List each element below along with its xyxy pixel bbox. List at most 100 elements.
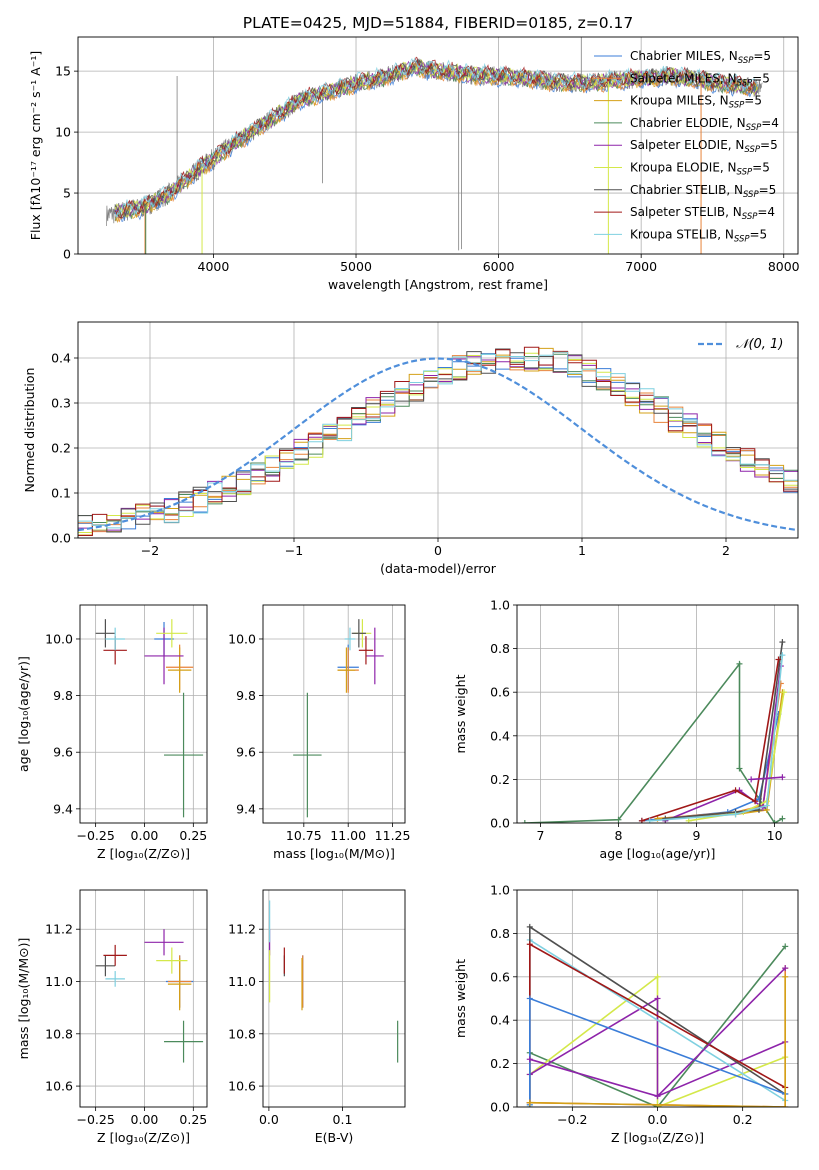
residual-histogram-panel: −2 −1 0 1 2 0.0 0.1 0.2 0.3 0.4 (data-model)/error… [22,321,799,576]
y-tick-label: 11.0 [45,974,73,989]
figure-title: PLATE=0425, MJD=51884, FIBERID=0185, z=0… [243,14,633,32]
legend-entry-label: Salpeter MILES, NSSP=5 [630,71,770,88]
x-tick-label: 0.00 [131,1112,159,1127]
y-tick-label: 10.6 [45,1079,73,1094]
legend-subscript: SSP [729,101,745,111]
x-tick-label: 7000 [625,259,657,274]
y-tick-label: 10.0 [45,631,73,646]
model-spectrum-line [114,57,758,218]
plot-frame [77,36,799,255]
z-age-panel: −0.25 0.00 0.25 9.4 9.6 9.8 10.0 Z [log₁₀(Z/Z⊙)… [16,604,208,861]
plot-frame [77,321,799,539]
y-axis-label: mass [log₁₀(M/M⊙)] [16,938,31,1060]
weight-line [529,976,787,1107]
y-tick-label: 0.3 [51,396,71,411]
plot-frame [79,604,208,824]
x-tick-label: 8000 [768,259,800,274]
spectrum-lines [106,37,763,254]
x-axis-label: Z [log₁₀(Z/Z⊙)] [97,846,190,861]
plot-frame [262,889,406,1108]
residual-histogram-step [78,351,798,538]
x-tick-label: 2 [722,543,730,558]
legend-suffix: =5 [752,161,770,175]
weight-series [526,923,789,1107]
y-tick-label: 0.4 [51,351,71,366]
x-tick-label: 10 [767,828,783,843]
histogram-legend: 𝒩(0, 1) [698,337,783,352]
x-axis-label: mass [log₁₀(M/M⊙)] [273,846,395,861]
weight-line [641,659,780,822]
y-tick-label: 0.0 [490,1100,510,1115]
y-tick-label: 0.2 [51,441,71,456]
x-tick-label: −1 [285,543,303,558]
y-tick-label: 5 [63,186,71,201]
grid-lines [263,605,405,823]
y-tick-label: 0.0 [490,816,510,831]
legend-suffix: =5 [760,138,778,152]
legend-entry-label: Kroupa MILES, NSSP=5 [630,94,762,111]
error-bars [293,619,384,818]
legend-subscript: SSP [737,78,753,88]
y-tick-label: 0.2 [490,1056,510,1071]
y-tick-label: 10 [55,125,71,140]
legend-subscript: SSP [746,123,762,133]
age-weight-panel: 7 8 9 10 0.0 0.2 0.4 0.6 0.8 1.0 age [log₁₀(age/yr… [453,598,799,861]
model-spectrum-line [114,62,758,221]
x-tick-label: 11.25 [375,828,411,843]
y-tick-label: 10.6 [228,1079,256,1094]
x-tick-label: 0 [434,543,442,558]
x-tick-label: 0.2 [733,1112,753,1127]
y-tick-label: 9.8 [53,688,73,703]
legend-entry-label: Chabrier ELODIE, NSSP=4 [630,116,779,133]
legend-subscript: SSP [742,212,758,222]
y-axis-label: mass weight [453,959,468,1038]
x-axis-label: (data-model)/error [380,561,497,576]
y-tick-label: 0.2 [490,772,510,787]
grid-lines [517,604,798,824]
x-axis-label: wavelength [Angstrom, rest frame] [328,277,548,292]
x-tick-label: 9 [693,828,701,843]
legend-suffix: =5 [752,71,770,85]
plot-frame [516,889,799,1108]
x-tick-label: 7 [536,828,544,843]
legend-subscript: SSP [743,190,759,200]
legend-entry-label: Kroupa STELIB, NSSP=5 [630,227,767,244]
plot-frame [79,889,208,1108]
x-tick-label: 0.1 [333,1112,353,1127]
x-tick-label: 11.00 [330,828,366,843]
x-tick-label: 0.0 [259,1112,279,1127]
y-tick-label: 9.4 [53,801,73,816]
y-tick-label: 9.4 [236,801,256,816]
y-tick-label: 10.0 [228,631,256,646]
histogram-steps [78,346,798,538]
y-tick-label: 0.8 [490,641,510,656]
legend-subscript: SSP [737,168,753,178]
x-tick-label: −2 [141,543,159,558]
x-tick-label: 6000 [483,259,515,274]
y-tick-label: 1.0 [490,598,510,613]
x-tick-label: 5000 [340,259,372,274]
y-tick-label: 11.0 [228,974,256,989]
legend-suffix: =5 [753,49,771,63]
x-tick-label: 10.75 [286,828,322,843]
legend-entry-label: Salpeter ELODIE, NSSP=5 [630,138,778,155]
legend-subscript: SSP [738,56,754,66]
legend-entry-label: Chabrier STELIB, NSSP=5 [630,183,776,200]
x-tick-label: 0.25 [179,828,207,843]
y-tick-label: 0.8 [490,926,510,941]
error-bars [269,900,399,1063]
y-tick-label: 0.4 [490,728,510,743]
legend-subscript: SSP [734,234,750,244]
grid-lines [80,890,207,1107]
gaussian-curve [78,357,798,532]
legend-entry-label: Chabrier MILES, NSSP=5 [630,49,771,66]
y-axis-label: age [log₁₀(age/yr)] [16,656,31,772]
x-axis-label: E(B-V) [315,1130,354,1145]
weight-line [649,655,784,822]
legend-suffix: =5 [744,94,762,108]
spectrum-panel: 4000 5000 6000 7000 8000 0 5 10 15 wavelength [An… [28,36,800,292]
mass-age-panel: 10.75 11.00 11.25 9.4 9.6 9.8 10.0 mass [log₁₀(… [228,604,411,861]
x-tick-label: −0.2 [557,1112,587,1127]
y-tick-label: 0.4 [490,1013,510,1028]
y-tick-label: 9.6 [53,745,73,760]
